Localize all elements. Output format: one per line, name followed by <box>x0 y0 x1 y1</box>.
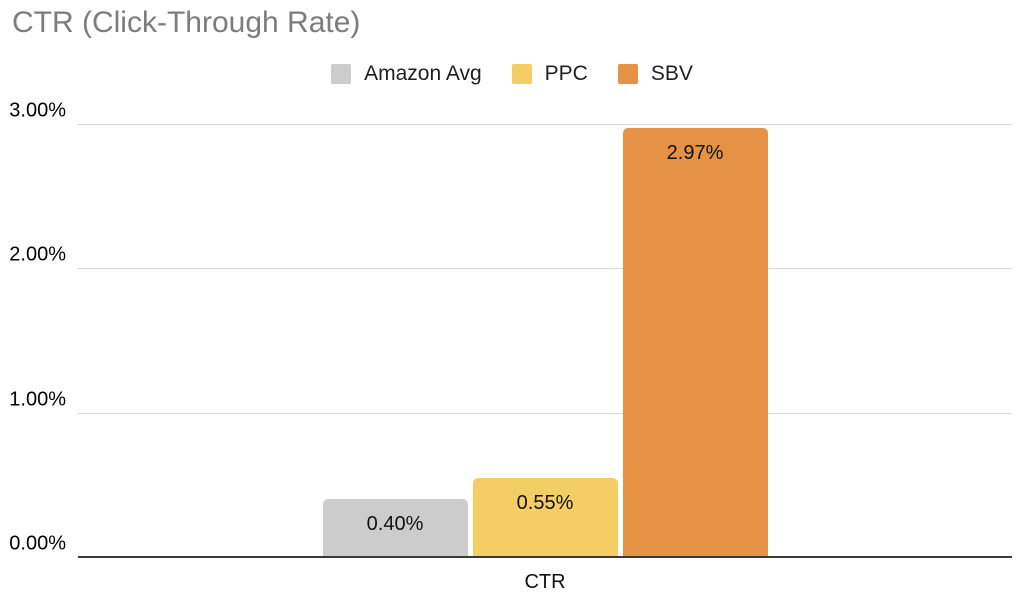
gridline <box>78 268 1012 270</box>
chart-title: CTR (Click-Through Rate) <box>12 6 361 39</box>
y-tick-label: 3.00% <box>9 99 66 122</box>
legend-label: SBV <box>650 62 693 85</box>
legend-swatch-ppc <box>511 64 532 84</box>
bar-group-ctr: 0.40% 0.55% 2.97% <box>78 124 1012 557</box>
bar-value-label: 2.97% <box>666 142 724 165</box>
bar-sbv: 2.97% <box>622 128 768 557</box>
x-axis-line <box>78 556 1012 558</box>
plot-area: 0.40% 0.55% 2.97% 0.00% 1.00% 2.00% 3.00% <box>9 100 1012 558</box>
legend: Amazon Avg PPC SBV <box>0 62 1024 86</box>
legend-swatch-sbv <box>617 64 638 84</box>
y-tick-label: 0.00% <box>9 532 66 555</box>
gridline <box>78 412 1012 414</box>
legend-label: PPC <box>544 62 588 85</box>
legend-label: Amazon Avg <box>364 62 482 85</box>
bar-ppc: 0.55% <box>472 477 618 557</box>
legend-item-sbv: SBV <box>617 62 693 86</box>
legend-item-ppc: PPC <box>511 62 588 86</box>
legend-item-amazon-avg: Amazon Avg <box>331 62 482 86</box>
gridline <box>78 124 1012 125</box>
bar-value-label: 0.40% <box>366 513 424 536</box>
y-tick-label: 2.00% <box>9 243 66 266</box>
bar-value-label: 0.55% <box>516 491 574 514</box>
legend-swatch-amazon-avg <box>331 64 352 84</box>
y-tick-label: 1.00% <box>9 388 66 411</box>
x-axis-label: CTR <box>524 571 566 593</box>
bar-amazon-avg: 0.40% <box>322 499 468 557</box>
